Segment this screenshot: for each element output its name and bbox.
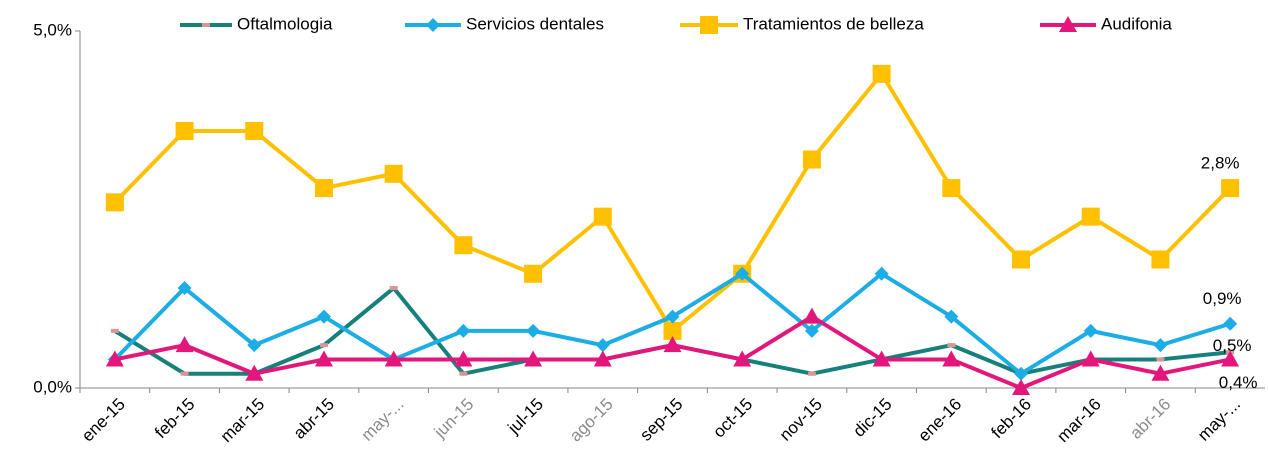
marker <box>524 264 543 283</box>
x-tick-label: oct-15 <box>709 395 756 442</box>
marker <box>942 179 961 198</box>
marker <box>105 350 124 367</box>
marker <box>735 266 750 281</box>
legend-label: Oftalmologia <box>237 14 333 33</box>
marker <box>1059 16 1077 32</box>
marker <box>245 364 264 381</box>
marker <box>175 336 194 353</box>
y-tick-label: 5,0% <box>33 20 72 39</box>
marker <box>593 350 612 367</box>
x-tick-label: ago-15 <box>566 395 617 446</box>
marker <box>1012 250 1031 269</box>
marker <box>807 371 816 376</box>
marker <box>316 309 331 324</box>
marker <box>1221 350 1240 367</box>
marker <box>874 266 889 281</box>
x-tick-label: jun-15 <box>430 395 478 443</box>
marker <box>247 338 262 353</box>
data-label: 2,8% <box>1201 154 1240 173</box>
marker <box>802 307 821 324</box>
x-tick-label: mar-15 <box>217 395 269 447</box>
marker <box>1151 250 1170 269</box>
marker <box>180 371 189 376</box>
marker <box>202 23 210 27</box>
marker <box>947 343 956 348</box>
marker <box>802 150 821 169</box>
marker <box>1223 316 1238 331</box>
marker <box>314 179 333 198</box>
marker <box>700 16 718 34</box>
y-tick-label: 0,0% <box>33 377 72 396</box>
data-label: 0,4% <box>1219 373 1258 392</box>
x-tick-label: ene-15 <box>78 395 129 446</box>
marker <box>872 64 891 83</box>
data-label: 0,9% <box>1203 289 1242 308</box>
x-tick-label: jul-15 <box>504 395 548 439</box>
marker <box>1081 207 1100 226</box>
marker <box>314 350 333 367</box>
marker <box>454 236 473 255</box>
series <box>105 307 1240 395</box>
marker <box>456 323 471 338</box>
marker <box>426 18 440 32</box>
marker <box>942 350 961 367</box>
marker <box>175 121 194 140</box>
marker <box>524 350 543 367</box>
legend-label: Servicios dentales <box>466 14 604 33</box>
series <box>105 64 1240 340</box>
marker <box>663 336 682 353</box>
marker <box>105 193 124 212</box>
x-tick-label: may-... <box>358 395 408 445</box>
marker <box>595 338 610 353</box>
marker <box>384 164 403 183</box>
x-tick-label: abr-15 <box>290 395 338 443</box>
x-tick-label: ene-16 <box>914 395 965 446</box>
marker <box>944 309 959 324</box>
marker <box>665 309 680 324</box>
marker <box>872 350 891 367</box>
marker <box>384 350 403 367</box>
marker <box>1014 366 1029 381</box>
x-tick-label: may-... <box>1194 395 1244 445</box>
marker <box>245 121 264 140</box>
marker <box>663 321 682 340</box>
marker <box>454 350 473 367</box>
x-tick-label: sep-15 <box>636 395 686 445</box>
x-tick-label: mar-16 <box>1053 395 1105 447</box>
marker <box>526 323 541 338</box>
marker <box>1012 379 1031 395</box>
marker <box>1221 179 1240 198</box>
marker <box>459 371 468 376</box>
x-tick-label: nov-15 <box>776 395 826 445</box>
x-tick-label: feb-15 <box>151 395 199 443</box>
data-label: 0,5% <box>1213 336 1252 355</box>
marker <box>1081 350 1100 367</box>
legend-label: Tratamientos de belleza <box>743 14 924 33</box>
marker <box>804 323 819 338</box>
marker <box>733 350 752 367</box>
marker <box>1151 364 1170 381</box>
marker <box>593 207 612 226</box>
marker <box>1083 323 1098 338</box>
marker <box>1153 338 1168 353</box>
x-tick-label: dic-15 <box>849 395 895 441</box>
legend-label: Audifonia <box>1101 14 1172 33</box>
x-tick-label: abr-16 <box>1126 395 1174 443</box>
x-tick-label: feb-16 <box>988 395 1036 443</box>
marker <box>319 343 328 348</box>
series-line <box>113 71 1232 333</box>
marker <box>1156 357 1165 362</box>
marker <box>110 328 119 333</box>
marker <box>389 286 398 291</box>
marker <box>177 281 192 296</box>
